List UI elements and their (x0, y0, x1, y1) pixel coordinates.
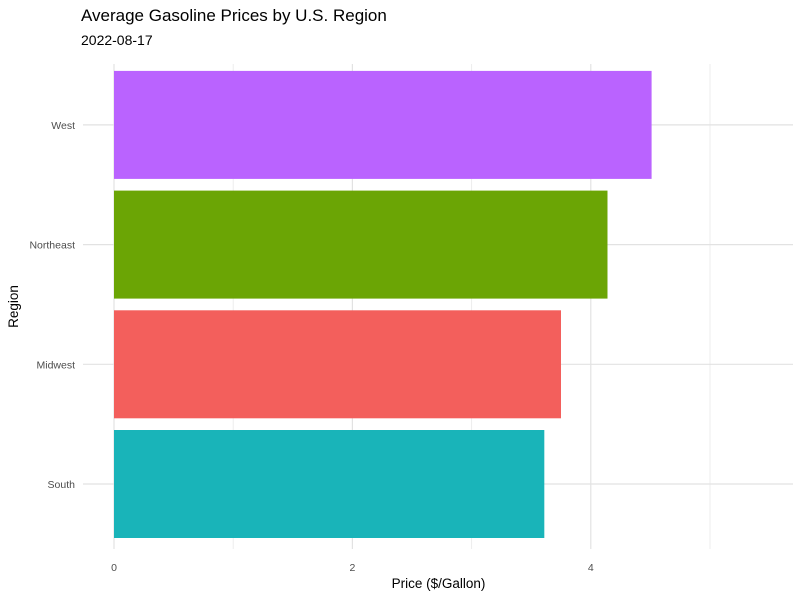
chart-title: Average Gasoline Prices by U.S. Region (81, 6, 387, 25)
bar-northeast (114, 190, 608, 299)
x-axis-tick-labels: 0 2 4 (111, 562, 594, 574)
bar-south (114, 430, 545, 538)
chart-subtitle: 2022-08-17 (81, 32, 153, 48)
x-tick-label: 2 (349, 562, 355, 574)
bar-west (114, 70, 652, 179)
x-tick-label: 0 (111, 562, 117, 574)
bars-group (114, 70, 652, 538)
x-tick-label: 4 (588, 562, 594, 574)
y-tick-label: Northeast (29, 240, 75, 252)
y-axis-tick-labels: South Midwest Northeast West (29, 120, 75, 491)
y-tick-label: South (48, 479, 76, 491)
y-tick-label: Midwest (36, 359, 75, 371)
y-tick-label: West (51, 120, 75, 132)
bar-midwest (114, 310, 561, 419)
x-axis-title: Price ($/Gallon) (392, 576, 486, 591)
y-axis-title: Region (6, 285, 21, 328)
